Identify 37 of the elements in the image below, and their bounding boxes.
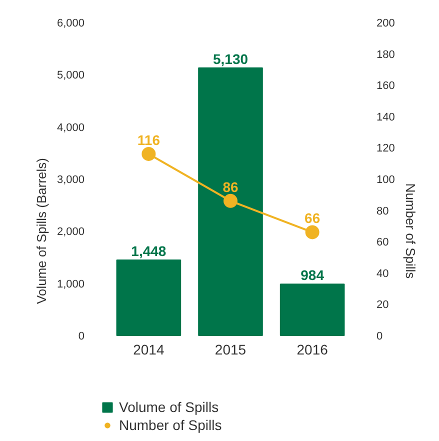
data-label: 5,130 bbox=[212, 50, 248, 67]
y2-tick-label: 120 bbox=[376, 142, 395, 155]
y-tick-label: 2,000 bbox=[56, 226, 85, 238]
legend-label: Volume of Spills bbox=[119, 399, 219, 415]
y-tick-label: 3,000 bbox=[56, 174, 85, 186]
y2-tick-label: 0 bbox=[376, 330, 383, 342]
data-label: 984 bbox=[300, 267, 324, 284]
data-label: 116 bbox=[137, 132, 160, 148]
x-tick-label: 2015 bbox=[214, 342, 246, 358]
y2-axis-title: Number of Spills bbox=[402, 183, 418, 280]
y-tick-label: 4,000 bbox=[56, 122, 85, 134]
y-tick-label: 0 bbox=[78, 330, 85, 342]
data-label: 1,448 bbox=[131, 242, 166, 259]
y2-tick-label: 160 bbox=[376, 80, 395, 92]
y2-tick-label: 100 bbox=[376, 174, 395, 186]
bar bbox=[116, 259, 182, 336]
data-label: 86 bbox=[222, 178, 238, 195]
y-axis-title: Volume of Spills (Barrels) bbox=[34, 158, 49, 304]
legend-label: Number of Spills bbox=[119, 417, 222, 433]
bar bbox=[198, 67, 263, 336]
y-tick-label: 6,000 bbox=[56, 18, 85, 30]
y-tick-label: 1,000 bbox=[56, 278, 85, 290]
point bbox=[305, 225, 320, 240]
y2-tick-label: 200 bbox=[376, 18, 395, 30]
point bbox=[224, 194, 238, 208]
y2-tick-label: 140 bbox=[376, 111, 395, 124]
x-tick-label: 2014 bbox=[133, 342, 164, 358]
x-tick-label: 2016 bbox=[296, 342, 328, 358]
y2-tick-label: 80 bbox=[376, 205, 389, 218]
bar bbox=[280, 284, 345, 336]
y2-tick-label: 180 bbox=[376, 48, 395, 61]
point bbox=[142, 146, 156, 161]
y2-tick-label: 60 bbox=[376, 236, 389, 249]
y2-tick-label: 20 bbox=[376, 299, 389, 312]
y2-tick-label: 40 bbox=[376, 268, 389, 280]
data-label: 66 bbox=[304, 210, 320, 226]
y-tick-label: 5,000 bbox=[56, 70, 85, 82]
